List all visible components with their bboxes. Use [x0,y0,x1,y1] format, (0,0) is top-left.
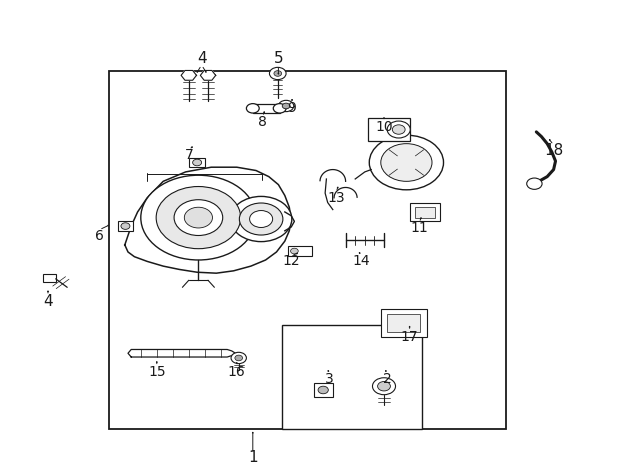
Bar [415,207,435,218]
Circle shape [392,125,405,134]
Text: 7: 7 [184,148,193,162]
Text: 16: 16 [228,365,246,379]
Text: 17: 17 [401,330,419,344]
Polygon shape [128,349,236,357]
Text: 3: 3 [325,372,334,386]
Text: 4: 4 [43,294,53,309]
Text: 8: 8 [258,115,267,130]
Bar [387,314,420,332]
Circle shape [231,352,246,364]
Bar [410,203,440,221]
Text: 13: 13 [327,191,345,205]
Circle shape [369,135,444,190]
Circle shape [387,121,410,138]
Bar [288,246,312,256]
Bar [282,325,422,429]
Circle shape [250,211,273,227]
Circle shape [282,103,290,109]
Polygon shape [125,167,291,273]
Bar [314,383,333,397]
Bar [109,71,506,429]
Circle shape [291,248,298,254]
Circle shape [378,382,390,391]
Circle shape [174,200,223,236]
Circle shape [318,386,328,394]
Bar [118,221,133,231]
Text: 6: 6 [95,228,104,243]
Bar [253,104,280,113]
Text: 14: 14 [353,254,371,268]
Text: 10: 10 [375,120,393,134]
Circle shape [141,175,256,260]
Text: 9: 9 [287,101,296,115]
Text: 5: 5 [273,51,284,66]
Bar [43,274,56,282]
Polygon shape [200,71,216,80]
Text: 12: 12 [282,254,300,268]
Text: 1: 1 [248,450,258,465]
Circle shape [381,144,432,181]
Circle shape [156,187,241,249]
Circle shape [246,104,259,113]
Circle shape [527,178,542,189]
Bar [368,118,410,141]
Text: 11: 11 [410,221,428,236]
Text: 2: 2 [383,372,392,386]
Circle shape [230,196,292,242]
Circle shape [274,71,282,76]
Text: 18: 18 [544,143,563,158]
Bar [381,309,427,337]
Bar [189,158,205,167]
Circle shape [239,203,283,235]
Circle shape [278,100,294,112]
Circle shape [184,207,212,228]
Text: 15: 15 [148,365,166,379]
Circle shape [269,67,286,80]
Circle shape [372,378,396,395]
Circle shape [193,159,202,166]
Polygon shape [181,71,196,80]
Circle shape [121,223,130,229]
Circle shape [235,355,243,361]
Text: 4: 4 [196,51,207,66]
Circle shape [273,104,286,113]
